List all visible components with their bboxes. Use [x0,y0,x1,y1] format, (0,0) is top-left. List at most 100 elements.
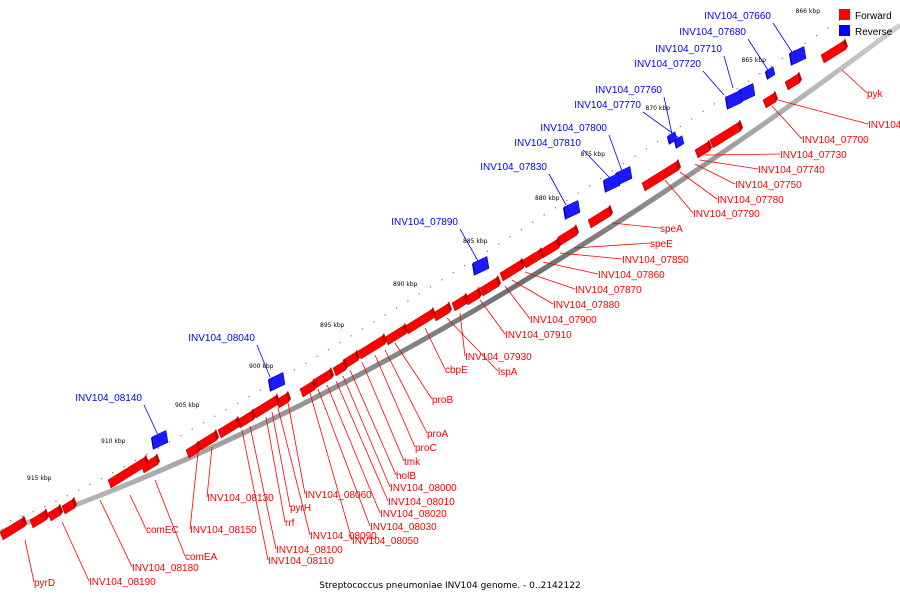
forward-gene-label-inv104-08030[interactable]: INV104_08030 [370,522,437,533]
forward-gene-block[interactable] [694,142,711,159]
tick-mark [725,95,727,97]
forward-gene-label-comec[interactable]: comEC [146,525,179,536]
reverse-gene-label-inv104-07680[interactable]: INV104_07680 [679,27,746,38]
forward-gene-side [58,503,63,515]
reverse-gene-inv104-08140[interactable] [151,430,169,450]
forward-gene-side [608,204,613,216]
forward-gene-label-inv104-07870[interactable]: INV104_07870 [575,285,642,296]
reverse-gene-label-inv104-08040[interactable]: INV104_08040 [188,333,255,344]
forward-gene-label-lspa[interactable]: lspA [498,367,518,378]
forward-gene-label-inv104-08180[interactable]: INV104_08180 [132,563,199,574]
forward-gene-label-holb[interactable]: holB [396,471,416,482]
forward-gene-side [447,301,452,313]
forward-gene-label-inv104-07790[interactable]: INV104_07790 [693,209,760,220]
forward-gene-label-proc[interactable]: proC [415,443,437,454]
leader-line [608,134,623,172]
forward-gene-label-inv104-07750[interactable]: INV104_07750 [735,180,802,191]
forward-gene-label-inv104-07880[interactable]: INV104_07880 [553,300,620,311]
reverse-gene-label-inv104-07800[interactable]: INV104_07800 [540,123,607,134]
forward-gene-label-pyk[interactable]: pyk [867,89,884,100]
leader-line [335,380,389,502]
leader-line [349,369,397,476]
tick-mark [532,221,534,223]
forward-gene-label-inv104-07930[interactable]: INV104_07930 [465,352,532,363]
forward-gene-label-inv104-07900[interactable]: INV104_07900 [530,315,597,326]
forward-gene-block[interactable] [299,381,316,398]
reverse-gene-inv104-07830[interactable] [563,200,581,220]
forward-gene-label-inv104-08190[interactable]: INV104_08190 [89,577,156,588]
forward-gene-block[interactable] [404,309,435,335]
reverse-gene-inv104-07660[interactable] [789,46,807,66]
forward-gene-label-inv104-07740[interactable]: INV104_07740 [758,165,825,176]
forward-gene-block[interactable] [451,295,468,312]
forward-gene-label-inv104-07730[interactable]: INV104_07730 [780,150,847,161]
forward-gene-label-inv104-07850[interactable]: INV104_07850 [622,255,689,266]
forward-gene-block[interactable] [820,40,847,64]
forward-gene-block[interactable] [357,335,386,360]
forward-gene-label-prob[interactable]: proB [432,395,453,406]
forward-gene-label-spea[interactable]: speA [660,224,683,235]
tick-mark [66,495,68,497]
reverse-gene-label-inv104-08140[interactable]: INV104_08140 [75,393,142,404]
reverse-gene-inv104-07720[interactable] [725,90,743,110]
forward-gene-label-inv104-08060[interactable]: INV104_08060 [305,490,372,501]
forward-gene-label-inv104-07780[interactable]: INV104_07780 [717,195,784,206]
leader-line [747,38,769,71]
forward-gene-block[interactable] [252,395,279,419]
forward-gene-label-inv104-08100[interactable]: INV104_08100 [276,545,343,556]
forward-gene-block[interactable] [479,277,500,297]
reverse-gene-label-inv104-07760[interactable]: INV104_07760 [595,85,662,96]
forward-gene-label-spee[interactable]: speE [650,239,673,250]
forward-gene-label-inv104-07700[interactable]: INV104_07700 [802,135,869,146]
forward-gene-label-cbpe[interactable]: cbpE [445,365,468,376]
forward-gene-label-tmk[interactable]: tmk [404,457,421,468]
leader-line [394,342,433,400]
reverse-gene-label-inv104-07890[interactable]: INV104_07890 [391,217,458,228]
reverse-gene-label-inv104-07660[interactable]: INV104_07660 [704,11,771,22]
forward-gene-side [343,358,348,370]
reverse-gene-inv104-07890[interactable] [472,256,490,276]
forward-gene-block[interactable] [784,74,801,91]
forward-gene-block[interactable] [522,249,543,269]
reverse-gene-inv104-08040[interactable] [268,372,286,392]
leader-line [99,499,133,568]
leader-line [702,70,725,96]
forward-gene-label-inv104-07690[interactable]: INV104_07690 [868,120,900,131]
forward-gene-label-inv104-08090[interactable]: INV104_08090 [310,531,377,542]
forward-gene-label-inv104-08150[interactable]: INV104_08150 [190,525,257,536]
reverse-gene-label-inv104-07830[interactable]: INV104_07830 [480,162,547,173]
forward-gene-block[interactable] [587,207,612,229]
reverse-gene-side [667,136,670,145]
forward-gene-side [431,306,436,318]
tick-mark [634,155,636,157]
forward-gene-label-pyrh[interactable]: pyrH [290,503,311,514]
forward-gene-block[interactable] [384,325,407,346]
tick-mark [44,505,46,508]
reverse-gene-label-inv104-07720[interactable]: INV104_07720 [634,59,701,70]
forward-gene-label-pyrd[interactable]: pyrD [34,578,55,589]
tick-mark [486,250,488,252]
forward-gene-block[interactable] [499,260,524,282]
forward-gene-label-inv104-08130[interactable]: INV104_08130 [207,493,274,504]
forward-gene-label-inv104-08020[interactable]: INV104_08020 [380,509,447,520]
reverse-gene-label-inv104-07710[interactable]: INV104_07710 [655,44,722,55]
reverse-gene-side [674,140,677,149]
forward-gene-side [477,286,482,298]
forward-gene-label-comea[interactable]: comEA [185,552,218,563]
forward-gene-label-inv104-08010[interactable]: INV104_08010 [388,497,455,508]
forward-gene-label-inv104-08000[interactable]: INV104_08000 [390,483,457,494]
tick-mark [543,214,545,216]
forward-gene-block[interactable] [557,226,578,246]
forward-gene-block[interactable] [29,510,48,529]
reverse-gene-inv104-07810[interactable] [603,173,621,193]
forward-gene-label-inv104-07860[interactable]: INV104_07860 [598,270,665,281]
forward-gene-label-inv104-08110[interactable]: INV104_08110 [268,556,334,567]
tick-mark [691,118,693,120]
forward-gene-label-inv104-07910[interactable]: INV104_07910 [505,330,572,341]
reverse-gene-label-inv104-07770[interactable]: INV104_07770 [574,100,641,111]
reverse-gene-label-inv104-07810[interactable]: INV104_07810 [514,138,581,149]
forward-gene-label-rrf[interactable]: rrf [285,518,295,529]
tick-mark [770,65,772,67]
forward-gene-label-inv104-08050[interactable]: INV104_08050 [352,536,419,547]
forward-gene-label-proa[interactable]: proA [427,429,448,440]
